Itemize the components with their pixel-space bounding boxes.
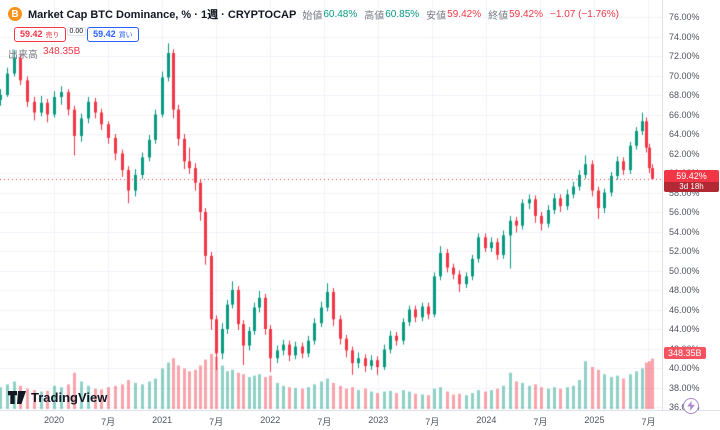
time-axis-label: 7月 xyxy=(425,417,440,427)
sell-label: 売り xyxy=(45,32,60,39)
ohlc-low-label: 安値 xyxy=(426,10,447,22)
time-axis-label: 7月 xyxy=(209,417,224,427)
price-axis-label: 48.00% xyxy=(669,285,700,295)
price-axis-label: 50.00% xyxy=(669,265,700,276)
buy-label: 買い xyxy=(118,32,133,39)
time-axis-label: 2021 xyxy=(152,415,173,425)
ohlc-close-value: 59.42% xyxy=(509,8,544,20)
volume-badge: 348.35B xyxy=(664,346,706,359)
price-axis-label: 52.00% xyxy=(669,246,700,256)
time-axis-label: 2024 xyxy=(476,415,497,425)
tradingview-logo-icon xyxy=(8,391,26,404)
symbol-header: B Market Cap BTC Dominance, % · 1週 · CRY… xyxy=(8,6,619,22)
time-axis-label: 7月 xyxy=(533,417,548,427)
tradingview-logo[interactable]: TradingView xyxy=(8,390,107,405)
volume-legend-label: 出来高 xyxy=(8,50,38,61)
ohlc-open-label: 始値 xyxy=(302,10,323,22)
price-axis-label: 46.00% xyxy=(669,304,700,315)
ohlc-low: 安値 59.42% xyxy=(426,7,481,22)
time-axis-label: 2020 xyxy=(44,415,65,425)
time-axis-label: 2023 xyxy=(368,415,389,425)
ohlc-open-value: 60.48% xyxy=(323,8,358,20)
price-axis-label: 44.00% xyxy=(669,324,700,334)
spread-value: 0.00 xyxy=(66,27,87,36)
ohlc-close: 終値 59.42% xyxy=(488,7,543,22)
ohlc-values: 始値 60.48% 高値 60.85% 安値 59.42% 終値 59.42% −1.0… xyxy=(302,7,619,22)
symbol-title[interactable]: Market Cap BTC Dominance, % · 1週 · CRYPT… xyxy=(28,9,297,21)
candlestick-chart-canvas[interactable] xyxy=(0,0,662,410)
buy-price: 59.42 xyxy=(93,29,116,39)
price-axis-label: 56.00% xyxy=(669,207,700,217)
price-axis-label: 74.00% xyxy=(669,31,700,42)
ohlc-low-value: 59.42% xyxy=(447,8,482,20)
ohlc-open: 始値 60.48% xyxy=(302,7,357,22)
time-axis[interactable]: 2020 7月 2021 7月 2022 7月 2023 7月 2024 7月 2025 7月 xyxy=(0,410,720,430)
volume-legend: 出来高 348.35B xyxy=(8,46,80,61)
quick-action-button[interactable] xyxy=(683,398,699,414)
chart-plot-area[interactable]: B Market Cap BTC Dominance, % · 1週 · CRY… xyxy=(0,0,662,410)
lightning-icon xyxy=(687,401,695,411)
time-axis-label: 7月 xyxy=(641,417,656,427)
price-axis-label: 76.00% xyxy=(669,12,700,22)
price-axis-label: 70.00% xyxy=(669,70,700,81)
volume-legend-value: 348.35B xyxy=(43,46,81,57)
time-axis-label: 7月 xyxy=(101,417,116,427)
last-price-badge: 59.42% 3d 18h xyxy=(664,169,719,192)
sell-button[interactable]: 59.42 売り xyxy=(14,27,66,42)
time-axis-label: 7月 xyxy=(317,417,332,427)
buy-button[interactable]: 59.42 買い xyxy=(87,27,139,42)
bitcoin-icon: B xyxy=(8,7,22,21)
price-axis-label: 54.00% xyxy=(669,226,700,237)
price-axis-label: 72.00% xyxy=(669,51,700,61)
price-axis-label: 64.00% xyxy=(669,129,700,139)
ohlc-high-value: 60.85% xyxy=(385,8,420,20)
price-axis-label: 68.00% xyxy=(669,90,700,100)
price-axis-label: 62.00% xyxy=(669,148,700,159)
price-axis-label: 38.00% xyxy=(669,382,700,393)
ohlc-high: 高値 60.85% xyxy=(364,7,419,22)
last-price-value: 59.42% xyxy=(664,169,719,182)
price-axis-label: 40.00% xyxy=(669,363,700,373)
bar-close-countdown: 3d 18h xyxy=(664,181,719,192)
ohlc-high-label: 高値 xyxy=(364,10,385,22)
price-axis-label: 66.00% xyxy=(669,109,700,120)
trade-buttons: 59.42 売り 0.00 59.42 買い xyxy=(14,27,139,42)
tradingview-logo-text: TradingView xyxy=(31,390,108,405)
time-axis-label: 2025 xyxy=(584,415,605,425)
price-axis[interactable]: 59.42% 3d 18h 348.35B 76.00% 74.00% 72.00%… xyxy=(662,0,720,412)
ohlc-close-label: 終値 xyxy=(488,10,509,22)
ohlc-change: −1.07 (−1.76%) xyxy=(550,8,619,20)
time-axis-label: 2022 xyxy=(260,415,281,425)
sell-price: 59.42 xyxy=(20,29,43,39)
price-axis-label: 58.00% xyxy=(669,187,700,198)
